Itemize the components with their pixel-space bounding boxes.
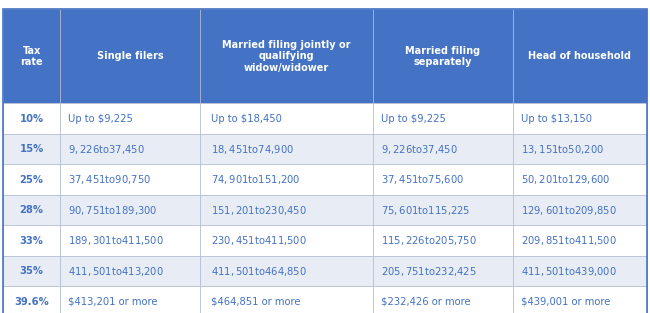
Bar [3,9,60,103]
Bar [60,164,200,195]
Bar [200,103,372,134]
Bar [372,256,513,286]
Bar [372,134,513,164]
Text: Tax
rate: Tax rate [20,45,43,67]
Text: 25%: 25% [20,175,44,185]
Text: $37,451 to $75,600: $37,451 to $75,600 [381,173,464,186]
Bar [513,225,647,256]
Text: Up to $13,150: Up to $13,150 [521,114,592,124]
Bar [372,286,513,313]
Bar [513,256,647,286]
Bar [200,164,372,195]
Text: $413,201 or more: $413,201 or more [68,297,158,307]
Bar [3,134,60,164]
Bar [513,164,647,195]
Text: $205,751 to $232,425: $205,751 to $232,425 [381,264,477,278]
Text: Head of household: Head of household [528,51,631,61]
Bar [3,195,60,225]
Text: $9,226 to $37,450: $9,226 to $37,450 [381,142,458,156]
Text: $411,501 to $413,200: $411,501 to $413,200 [68,264,164,278]
Text: 10%: 10% [20,114,44,124]
Bar [60,195,200,225]
Bar [200,256,372,286]
Text: $37,451 to $90,750: $37,451 to $90,750 [68,173,151,186]
Bar [200,9,372,103]
Text: Up to $18,450: Up to $18,450 [211,114,281,124]
Text: $411,501 to $439,000: $411,501 to $439,000 [521,264,617,278]
Text: Single filers: Single filers [97,51,163,61]
Bar [60,134,200,164]
Text: $230,451 to $411,500: $230,451 to $411,500 [211,234,306,247]
Text: $13,151 to $50,200: $13,151 to $50,200 [521,142,604,156]
Bar [3,103,60,134]
Text: $439,001 or more: $439,001 or more [521,297,610,307]
Text: $129,601 to $209,850: $129,601 to $209,850 [521,203,617,217]
Bar [200,225,372,256]
Bar [60,256,200,286]
Text: $115,226 to $205,750: $115,226 to $205,750 [381,234,477,247]
Bar [200,195,372,225]
Bar [513,134,647,164]
Bar [200,134,372,164]
Bar [372,225,513,256]
Text: $151,201 to $230,450: $151,201 to $230,450 [211,203,306,217]
Text: Up to $9,225: Up to $9,225 [381,114,446,124]
Text: Up to $9,225: Up to $9,225 [68,114,133,124]
Bar [200,286,372,313]
Text: 39.6%: 39.6% [14,297,49,307]
Text: $411,501 to $464,850: $411,501 to $464,850 [211,264,306,278]
Bar [372,195,513,225]
Bar [60,225,200,256]
Bar [60,286,200,313]
Bar [3,164,60,195]
Bar [513,286,647,313]
Text: $189,301 to $411,500: $189,301 to $411,500 [68,234,164,247]
Text: $18,451 to $74,900: $18,451 to $74,900 [211,142,294,156]
Bar [60,9,200,103]
Text: 35%: 35% [20,266,44,276]
Text: 28%: 28% [20,205,44,215]
Bar [513,195,647,225]
Text: $209,851 to $411,500: $209,851 to $411,500 [521,234,617,247]
Bar [3,225,60,256]
Text: Married filing
separately: Married filing separately [405,45,480,67]
Bar [3,256,60,286]
Text: $50,201 to $129,600: $50,201 to $129,600 [521,173,610,186]
Bar [372,103,513,134]
Bar [513,9,647,103]
Bar [60,103,200,134]
Text: $464,851 or more: $464,851 or more [211,297,300,307]
Bar [372,164,513,195]
Bar [3,286,60,313]
Text: Married filing jointly or
qualifying
widow/widower: Married filing jointly or qualifying wid… [222,40,350,73]
Text: $75,601 to $115,225: $75,601 to $115,225 [381,203,471,217]
Text: $90,751 to $189,300: $90,751 to $189,300 [68,203,158,217]
Bar [372,9,513,103]
Text: $74,901 to $151,200: $74,901 to $151,200 [211,173,300,186]
Text: 33%: 33% [20,236,44,246]
Text: 15%: 15% [20,144,44,154]
Bar [513,103,647,134]
Text: $9,226 to $37,450: $9,226 to $37,450 [68,142,145,156]
Text: $232,426 or more: $232,426 or more [381,297,471,307]
